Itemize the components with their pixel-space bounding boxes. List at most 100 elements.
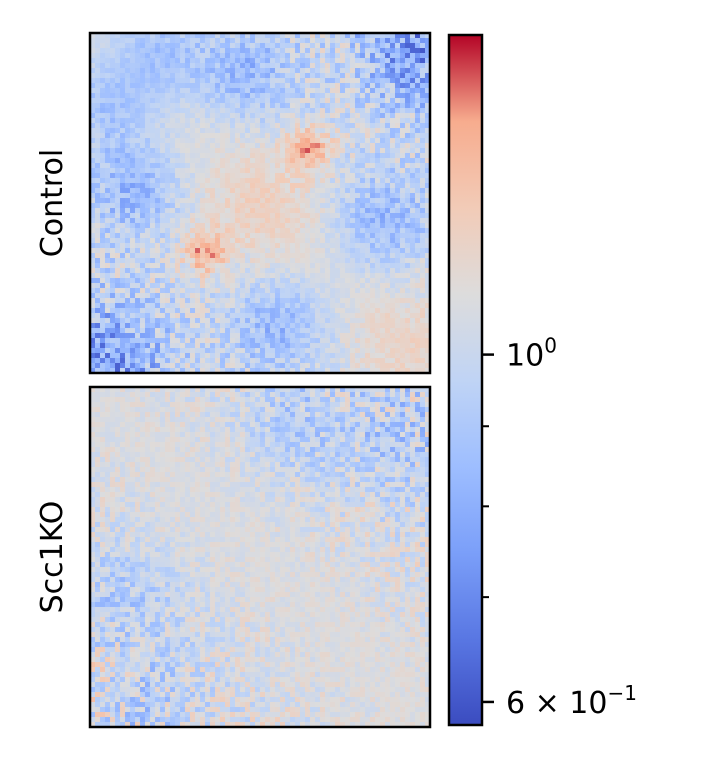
heatmap-control-cell (395, 53, 401, 59)
heatmap-control-cell (260, 348, 266, 354)
heatmap-control-cell (370, 53, 376, 59)
heatmap-control-cell (320, 63, 326, 69)
heatmap-control-cell (280, 198, 286, 204)
heatmap-control-cell (370, 38, 376, 44)
heatmap-control-cell (200, 113, 206, 119)
heatmap-control-cell (155, 113, 161, 119)
heatmap-scc1ko-cell (120, 397, 126, 403)
heatmap-control-cell (240, 298, 246, 304)
heatmap-scc1ko-cell (105, 397, 111, 403)
heatmap-control-cell (160, 103, 166, 109)
heatmap-control-cell (365, 68, 371, 74)
heatmap-control-cell (125, 188, 131, 194)
heatmap-control-cell (140, 93, 146, 99)
heatmap-scc1ko-cell (410, 407, 416, 413)
heatmap-control-cell (105, 348, 111, 354)
heatmap-control-cell (240, 308, 246, 314)
heatmap-control-cell (95, 183, 101, 189)
heatmap-control-cell (265, 168, 271, 174)
heatmap-control-cell (195, 128, 201, 134)
heatmap-control-cell (320, 353, 326, 359)
heatmap-control-cell (180, 43, 186, 49)
heatmap-control-cell (380, 78, 386, 84)
heatmap-control-cell (100, 193, 106, 199)
heatmap-control-cell (255, 353, 261, 359)
heatmap-control-cell (255, 108, 261, 114)
heatmap-control-cell (140, 368, 146, 374)
heatmap-control-cell (390, 158, 396, 164)
heatmap-control-cell (165, 368, 171, 374)
heatmap-control-cell (245, 198, 251, 204)
heatmap-scc1ko-cell (265, 402, 271, 408)
heatmap-scc1ko-cell (205, 387, 211, 393)
heatmap-control-cell (350, 278, 356, 284)
heatmap-control-cell (120, 208, 126, 214)
heatmap-control-cell (260, 288, 266, 294)
heatmap-control-cell (205, 283, 211, 289)
heatmap-control-cell (240, 188, 246, 194)
heatmap-control-cell (100, 313, 106, 319)
heatmap-control-cell (155, 158, 161, 164)
heatmap-control-cell (395, 173, 401, 179)
heatmap-control-cell (140, 48, 146, 54)
heatmap-control-cell (95, 278, 101, 284)
heatmap-control-cell (315, 243, 321, 249)
heatmap-scc1ko-cell (300, 402, 306, 408)
heatmap-control-cell (135, 138, 141, 144)
heatmap-control-cell (280, 258, 286, 264)
heatmap-control-cell (200, 163, 206, 169)
heatmap-control-cell (385, 63, 391, 69)
heatmap-control-cell (195, 33, 201, 39)
heatmap-control-cell (275, 293, 281, 299)
heatmap-control-cell (205, 33, 211, 39)
heatmap-control-cell (415, 268, 421, 274)
heatmap-control-cell (135, 113, 141, 119)
heatmap-control-cell (185, 38, 191, 44)
heatmap-control-cell (260, 203, 266, 209)
heatmap-control-cell (235, 208, 241, 214)
heatmap-control-cell (335, 53, 341, 59)
heatmap-control-cell (90, 78, 96, 84)
heatmap-control-cell (300, 193, 306, 199)
heatmap-control-cell (380, 183, 386, 189)
heatmap-control-cell (170, 203, 176, 209)
heatmap-control-cell (315, 118, 321, 124)
heatmap-control-cell (295, 358, 301, 364)
heatmap-control-cell (405, 133, 411, 139)
heatmap-control-cell (420, 158, 426, 164)
heatmap-control-cell (95, 238, 101, 244)
heatmap-control-cell (365, 43, 371, 49)
heatmap-control-cell (295, 368, 301, 374)
heatmap-control-cell (135, 358, 141, 364)
heatmap-control-cell (365, 328, 371, 334)
heatmap-control-cell (415, 308, 421, 314)
heatmap-control-cell (425, 88, 431, 94)
heatmap-control-cell (160, 233, 166, 239)
heatmap-control-cell (250, 183, 256, 189)
heatmap-control-cell (295, 238, 301, 244)
heatmap-control-cell (100, 153, 106, 159)
heatmap-control-cell (125, 198, 131, 204)
heatmap-control-cell (345, 43, 351, 49)
heatmap-control-cell (95, 188, 101, 194)
heatmap-control-cell (105, 53, 111, 59)
heatmap-control-cell (210, 53, 216, 59)
heatmap-control-cell (315, 358, 321, 364)
heatmap-control-cell (140, 313, 146, 319)
heatmap-control-cell (350, 103, 356, 109)
heatmap-control-cell (275, 263, 281, 269)
heatmap-control-cell (160, 273, 166, 279)
heatmap-control-cell (390, 103, 396, 109)
heatmap-control-cell (355, 298, 361, 304)
heatmap-control-cell (405, 303, 411, 309)
heatmap-control-cell (185, 128, 191, 134)
heatmap-control-cell (415, 108, 421, 114)
heatmap-control-cell (235, 98, 241, 104)
heatmap-control-cell (300, 203, 306, 209)
heatmap-control-cell (295, 123, 301, 129)
heatmap-control-cell (410, 103, 416, 109)
heatmap-scc1ko-cell (90, 407, 96, 413)
heatmap-scc1ko-cell (210, 412, 216, 418)
heatmap-control-cell (375, 213, 381, 219)
heatmap-control-cell (315, 163, 321, 169)
